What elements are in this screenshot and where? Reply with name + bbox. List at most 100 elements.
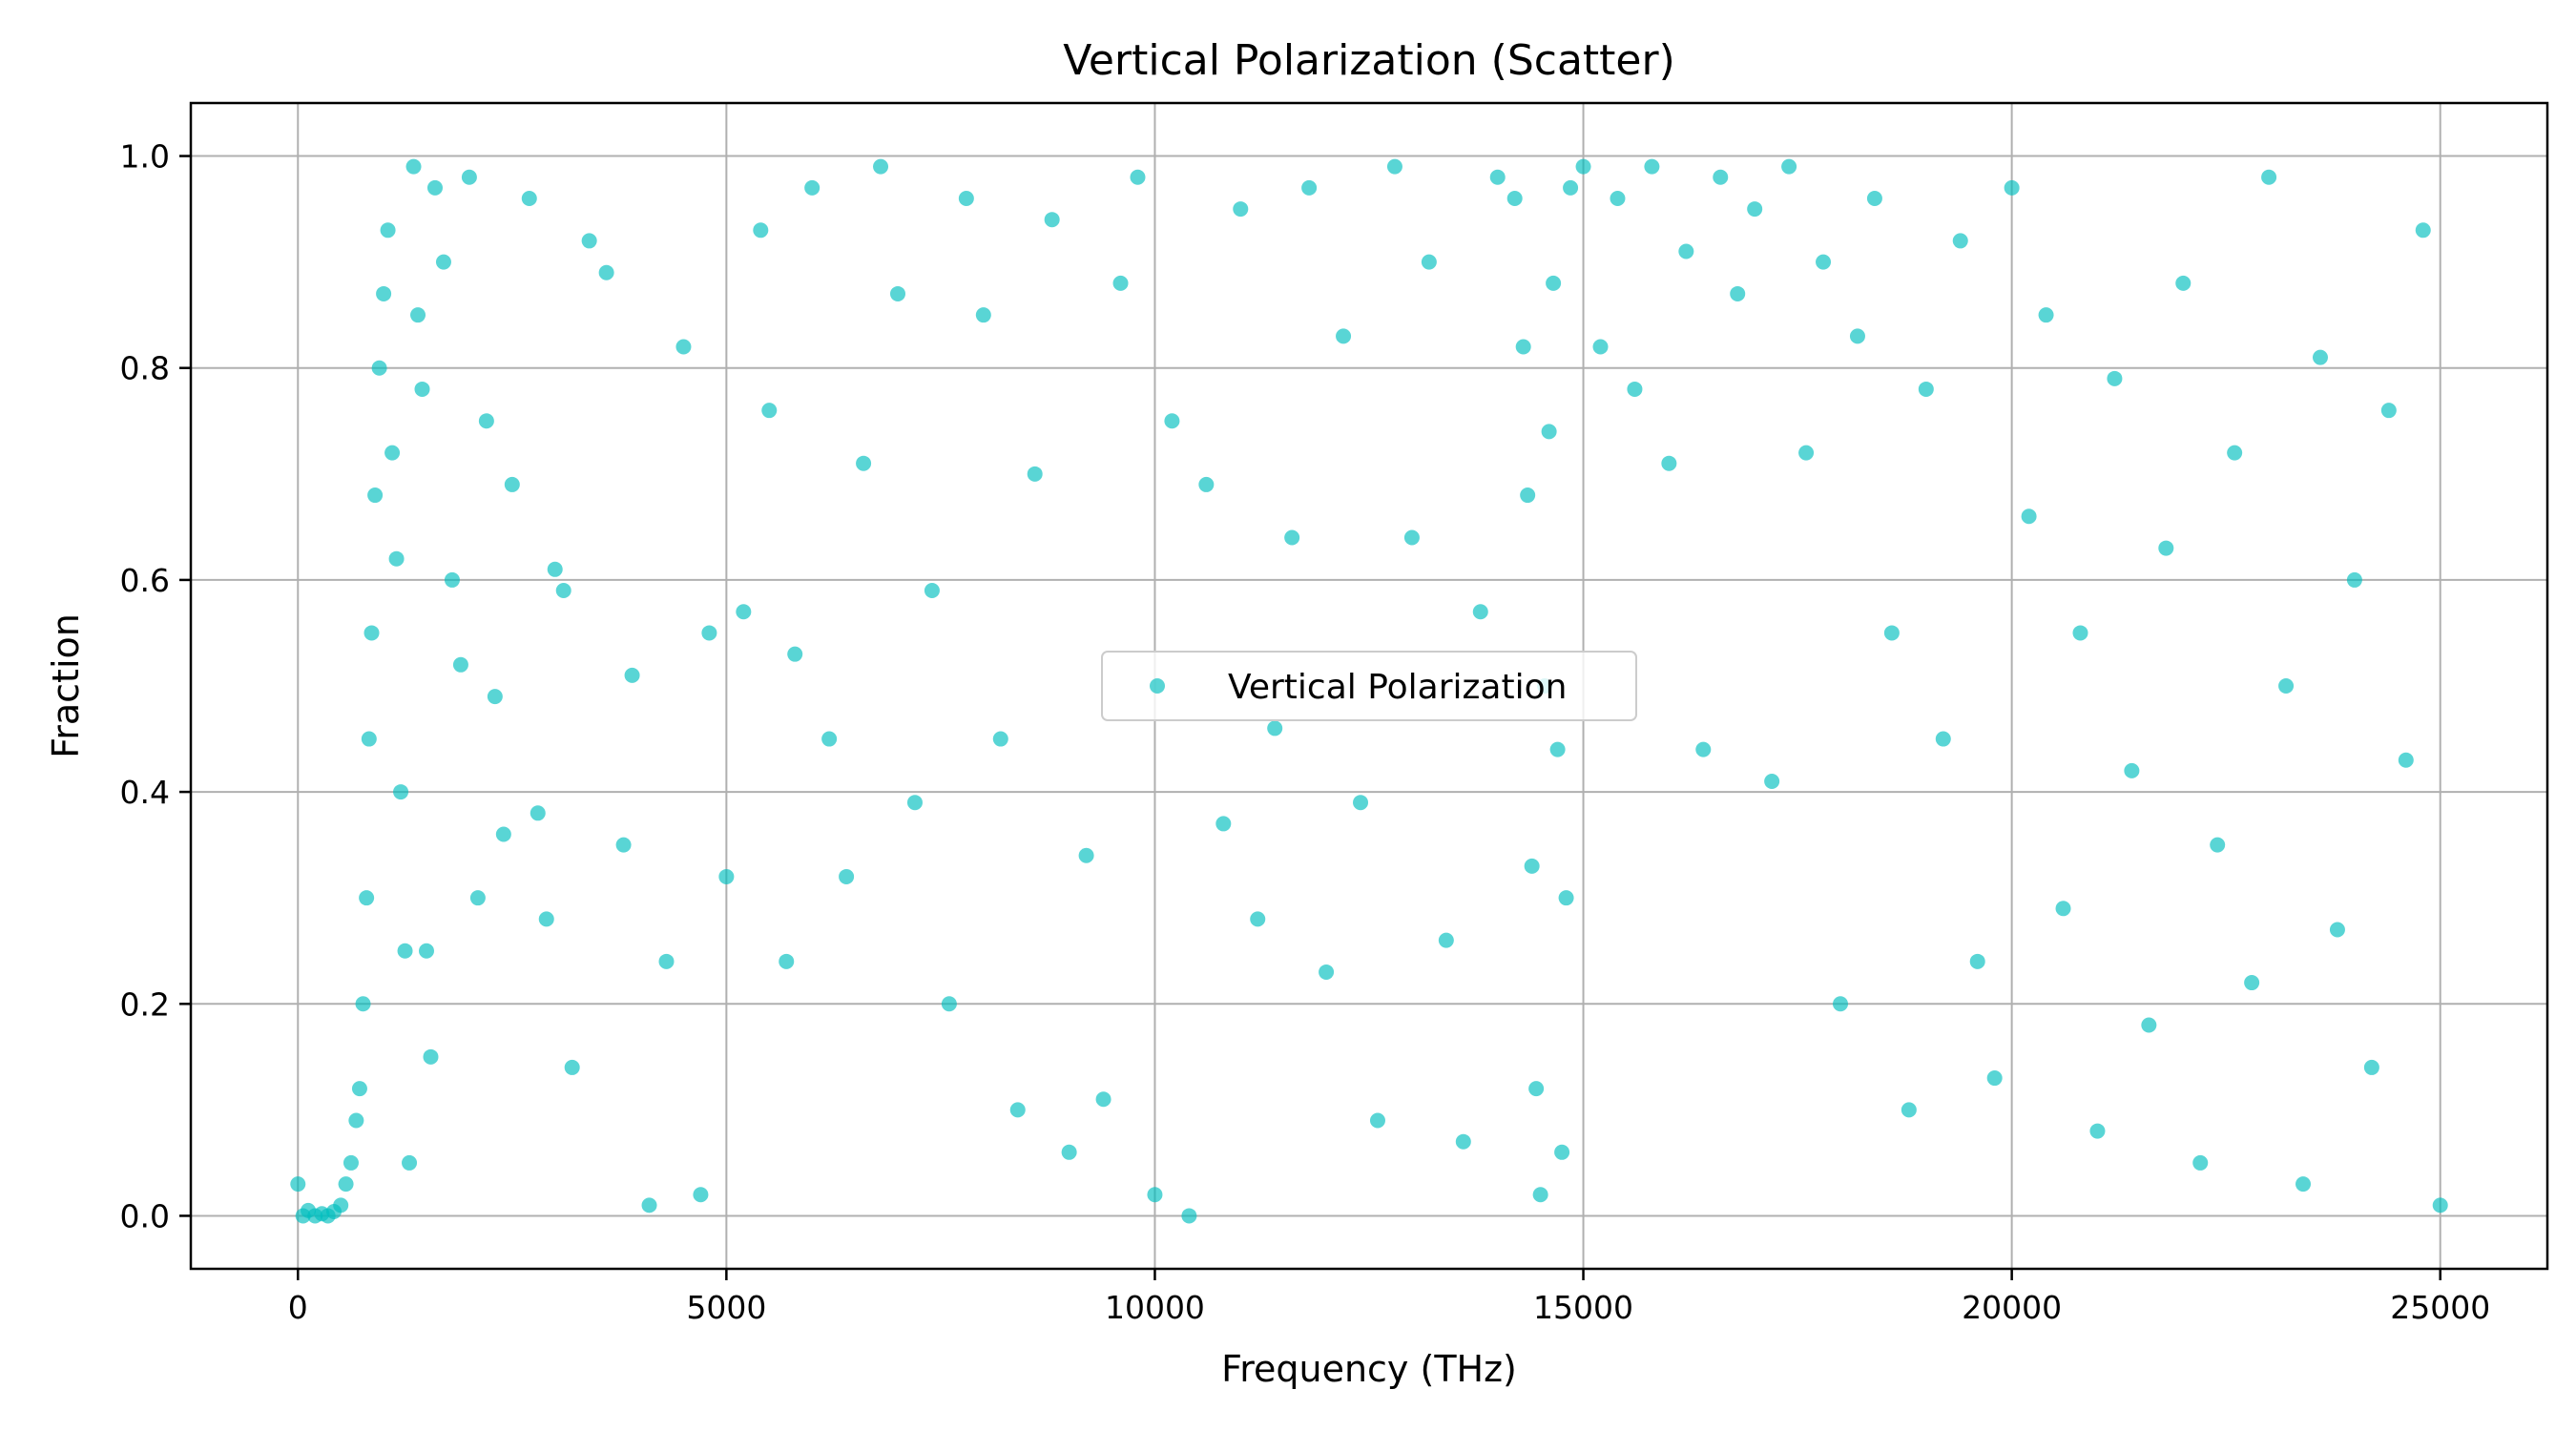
data-point: [419, 943, 434, 959]
data-point: [1078, 847, 1094, 863]
data-point: [1952, 233, 1968, 249]
data-point: [736, 604, 752, 620]
data-point: [1558, 890, 1574, 906]
y-tick-label: 1.0: [120, 138, 170, 176]
data-point: [410, 307, 426, 323]
data-point: [906, 795, 923, 811]
data-point: [402, 1154, 418, 1171]
data-point: [2089, 1123, 2106, 1139]
data-point: [2415, 222, 2431, 238]
data-point: [2363, 1059, 2379, 1075]
data-point: [1563, 179, 1579, 196]
data-point: [426, 179, 443, 196]
data-point: [2244, 975, 2260, 991]
data-point: [2329, 922, 2345, 938]
data-point: [1164, 413, 1180, 429]
data-point: [1386, 158, 1402, 175]
data-point: [359, 890, 375, 906]
data-point: [1781, 158, 1797, 175]
data-point: [1554, 1144, 1570, 1160]
data-point: [1130, 169, 1146, 185]
data-point: [975, 307, 991, 323]
legend-label: Vertical Polarization: [1228, 668, 1567, 707]
data-point: [1833, 996, 1848, 1012]
data-point: [1438, 932, 1454, 948]
data-point: [1233, 201, 1249, 218]
data-point: [1678, 243, 1694, 259]
data-point: [1319, 964, 1335, 980]
data-point: [290, 1176, 306, 1192]
data-point: [1528, 1081, 1545, 1097]
data-point: [2192, 1154, 2209, 1171]
x-tick-label: 25000: [2390, 1289, 2490, 1326]
data-point: [1644, 158, 1660, 175]
data-point: [1610, 190, 1626, 206]
data-point: [2346, 571, 2362, 588]
data-point: [555, 583, 571, 599]
data-point: [1798, 445, 1815, 461]
data-point: [873, 158, 889, 175]
chart-title: Vertical Polarization (Scatter): [1063, 36, 1674, 85]
data-point: [1284, 529, 1300, 546]
data-point: [423, 1048, 439, 1065]
data-point: [405, 158, 422, 175]
data-point: [1524, 858, 1540, 874]
data-point: [2296, 1176, 2312, 1192]
y-axis-label: Fraction: [45, 613, 87, 758]
data-point: [1695, 741, 1712, 757]
data-point: [1009, 1102, 1026, 1118]
data-point: [1849, 328, 1865, 344]
data-point: [564, 1059, 580, 1075]
data-point: [547, 561, 563, 577]
data-points: [290, 158, 2448, 1224]
data-point: [1520, 487, 1536, 504]
data-point: [371, 360, 387, 376]
data-point: [461, 169, 477, 185]
data-point: [701, 625, 717, 641]
data-point: [1883, 625, 1900, 641]
data-point: [384, 445, 401, 461]
axis-ticks: 0 5000 10000 15000 20000 25000 0.0 0.2 0.4 0.6 0.8…: [120, 138, 2491, 1326]
data-point: [1901, 1102, 1917, 1118]
data-point: [1403, 529, 1420, 546]
data-point: [753, 222, 769, 238]
data-point: [521, 190, 537, 206]
data-point: [1713, 169, 1729, 185]
x-axis-label: Frequency (THz): [1221, 1348, 1517, 1390]
data-point: [958, 190, 974, 206]
data-point: [478, 413, 494, 429]
data-point: [2038, 307, 2054, 323]
data-point: [1044, 212, 1060, 228]
data-point: [1627, 381, 1643, 397]
data-point: [804, 179, 821, 196]
data-point: [1730, 285, 1746, 301]
data-point: [361, 731, 377, 747]
data-point: [1301, 179, 1318, 196]
legend-box: [1101, 651, 1637, 721]
data-point: [495, 826, 511, 842]
data-point: [779, 953, 795, 969]
data-point: [388, 550, 405, 567]
data-point: [1764, 773, 1780, 789]
data-point: [2072, 625, 2088, 641]
data-point: [2210, 837, 2226, 853]
data-point: [2107, 370, 2123, 386]
x-tick-label: 0: [288, 1289, 308, 1326]
data-point: [1095, 1091, 1111, 1108]
data-point: [624, 667, 640, 683]
x-tick-label: 20000: [1962, 1289, 2062, 1326]
data-point: [693, 1187, 709, 1203]
data-point: [1027, 466, 1043, 482]
data-point: [2312, 349, 2328, 365]
data-point: [393, 784, 409, 800]
data-point: [2124, 762, 2140, 778]
data-point: [435, 254, 451, 270]
data-point: [452, 656, 468, 673]
data-point: [469, 890, 486, 906]
data-point: [1455, 1133, 1471, 1150]
data-point: [1421, 254, 1437, 270]
data-point: [1546, 275, 1562, 291]
data-point: [1661, 455, 1677, 471]
data-point: [2141, 1017, 2157, 1033]
